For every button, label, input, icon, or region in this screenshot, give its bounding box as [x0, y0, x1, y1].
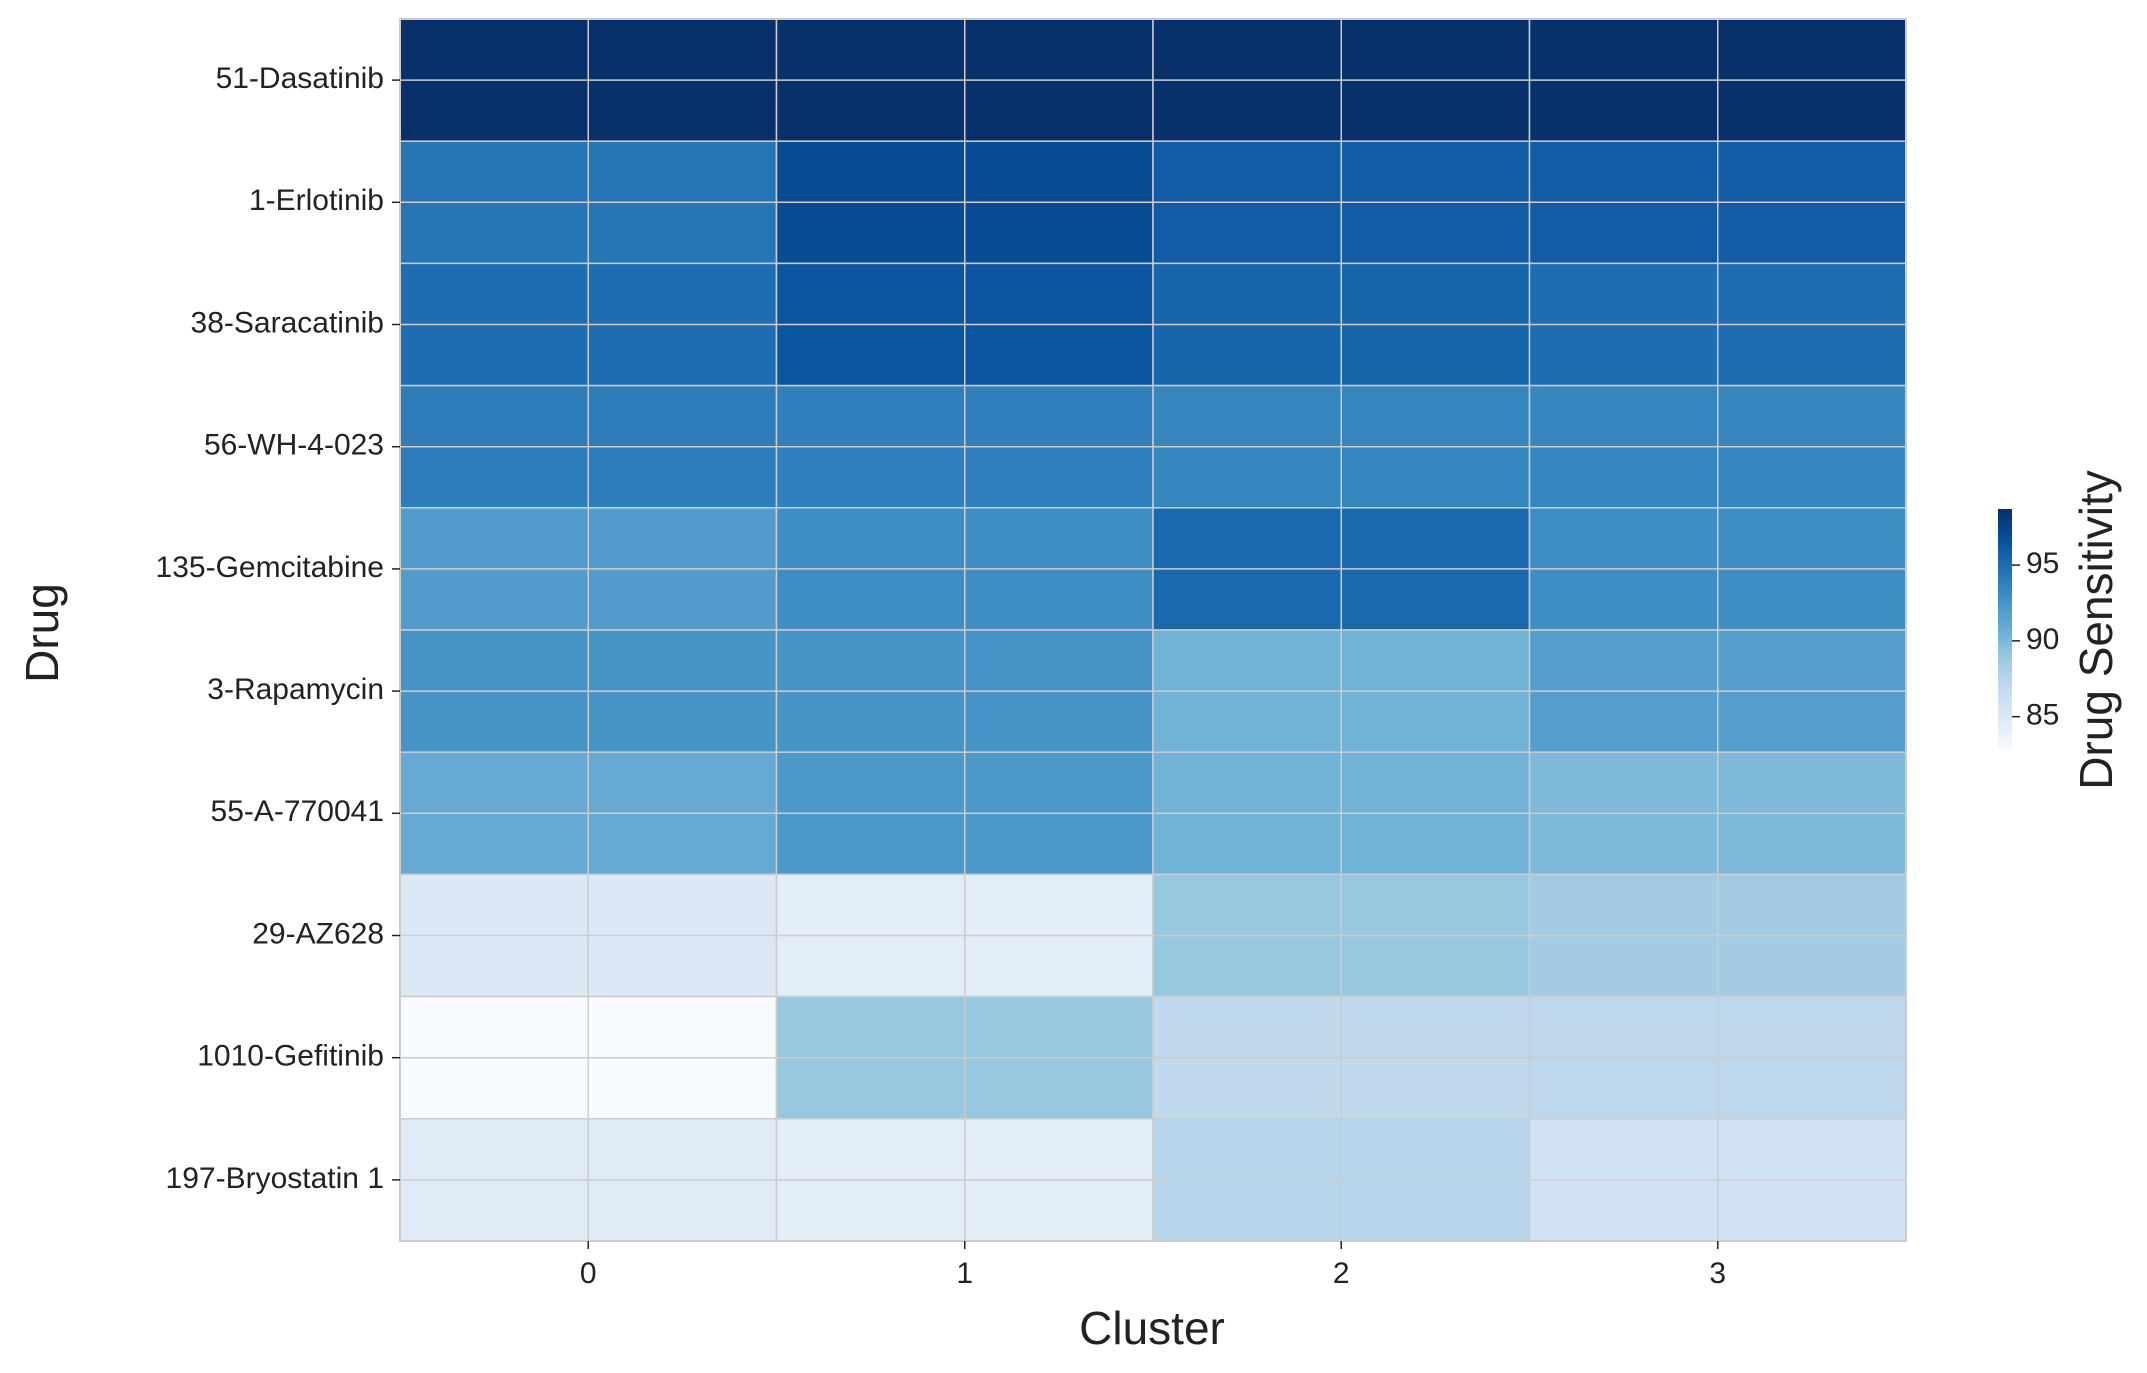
y-tick-label: 1010-Gefitinib [197, 1040, 384, 1073]
y-tick-label: 51-Dasatinib [216, 62, 384, 95]
colorbar-segment [1998, 553, 2012, 558]
colorbar-segment [1998, 513, 2012, 518]
colorbar-segment [1998, 685, 2012, 691]
colorbar-segment [1998, 569, 2012, 574]
colorbar-segment [1998, 661, 2012, 667]
colorbar-segment [1998, 713, 2012, 719]
colorbar-segment [1998, 525, 2012, 530]
y-tick-label: 135-Gemcitabine [156, 551, 384, 584]
colorbar-segment [1998, 557, 2012, 562]
colorbar-segment [1998, 521, 2012, 526]
colorbar-segment [1998, 729, 2012, 735]
y-tick-label: 1-Erlotinib [249, 184, 384, 217]
colorbar-segment [1998, 709, 2012, 715]
colorbar-segment [1998, 677, 2012, 683]
colorbar-segment [1998, 733, 2012, 739]
colorbar-segment [1998, 701, 2012, 707]
colorbar-segment [1998, 657, 2012, 663]
colorbar-segment [1998, 653, 2012, 659]
y-tick-label: 3-Rapamycin [207, 673, 384, 706]
colorbar-segment [1998, 545, 2012, 550]
colorbar-segment [1998, 669, 2012, 675]
colorbar-segment [1998, 609, 2012, 615]
colorbar-segment [1998, 561, 2012, 566]
colorbar-segment [1998, 541, 2012, 546]
colorbar-segment [1998, 681, 2012, 687]
colorbar-segment [1998, 697, 2012, 703]
colorbar-segment [1998, 689, 2012, 695]
x-tick-label: 2 [1333, 1257, 1350, 1290]
colorbar-segment [1998, 577, 2012, 582]
colorbar-segment [1998, 509, 2012, 514]
colorbar-segment [1998, 673, 2012, 679]
colorbar-tick-label: 85 [2026, 699, 2059, 732]
colorbar-segment [1998, 613, 2012, 619]
colorbar-segment [1998, 593, 2012, 598]
colorbar-segment [1998, 597, 2012, 602]
colorbar-segment [1998, 641, 2012, 647]
colorbar-segment [1998, 621, 2012, 627]
colorbar-segment [1998, 741, 2012, 747]
y-tick-label: 197-Bryostatin 1 [166, 1162, 384, 1195]
y-axis-title: Drug [16, 583, 68, 683]
y-tick-label: 56-WH-4-023 [204, 429, 384, 462]
y-tick-label: 29-AZ628 [252, 917, 384, 950]
colorbar-segment [1998, 645, 2012, 651]
colorbar-segment [1998, 665, 2012, 671]
colorbar-segment [1998, 549, 2012, 554]
x-axis-title: Cluster [1079, 1302, 1225, 1354]
colorbar-tick-label: 90 [2026, 623, 2059, 656]
x-tick-label: 1 [956, 1257, 973, 1290]
colorbar-segment [1998, 589, 2012, 594]
colorbar-segment [1998, 565, 2012, 570]
colorbar-segment [1998, 717, 2012, 723]
colorbar-segment [1998, 705, 2012, 711]
colorbar-segment [1998, 581, 2012, 586]
colorbar-segment [1998, 629, 2012, 635]
x-tick-label: 0 [580, 1257, 597, 1290]
colorbar-segment [1998, 625, 2012, 631]
colorbar-title: Drug Sensitivity [2070, 470, 2122, 790]
colorbar-segment [1998, 637, 2012, 643]
colorbar-segment [1998, 517, 2012, 522]
plot-frame [399, 18, 1907, 1242]
colorbar-segment [1998, 529, 2012, 534]
colorbar-segment [1998, 693, 2012, 699]
colorbar-segment [1998, 537, 2012, 542]
colorbar-segment [1998, 745, 2012, 751]
colorbar-segment [1998, 633, 2012, 639]
x-tick-label: 3 [1709, 1257, 1726, 1290]
colorbar-segment [1998, 573, 2012, 578]
colorbar-segment [1998, 737, 2012, 743]
colorbar-segment [1998, 605, 2012, 611]
colorbar-segment [1998, 617, 2012, 623]
colorbar-segment [1998, 649, 2012, 655]
colorbar-segment [1998, 601, 2012, 606]
colorbar-segment [1998, 585, 2012, 590]
y-tick-label: 55-A-770041 [211, 795, 384, 828]
colorbar-segment [1998, 725, 2012, 731]
colorbar-tick-label: 95 [2026, 547, 2059, 580]
colorbar-segment [1998, 721, 2012, 727]
y-tick-label: 38-Saracatinib [191, 306, 384, 339]
colorbar-segment [1998, 533, 2012, 538]
